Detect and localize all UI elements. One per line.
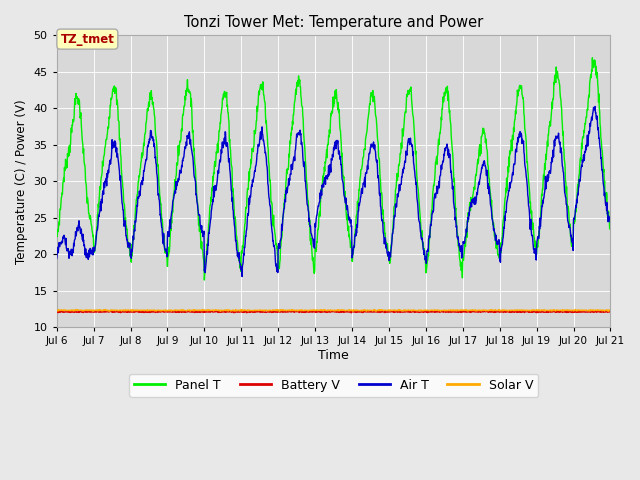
Text: TZ_tmet: TZ_tmet <box>60 33 115 46</box>
X-axis label: Time: Time <box>318 349 349 362</box>
Title: Tonzi Tower Met: Temperature and Power: Tonzi Tower Met: Temperature and Power <box>184 15 483 30</box>
Legend: Panel T, Battery V, Air T, Solar V: Panel T, Battery V, Air T, Solar V <box>129 374 538 397</box>
Y-axis label: Temperature (C) / Power (V): Temperature (C) / Power (V) <box>15 99 28 264</box>
